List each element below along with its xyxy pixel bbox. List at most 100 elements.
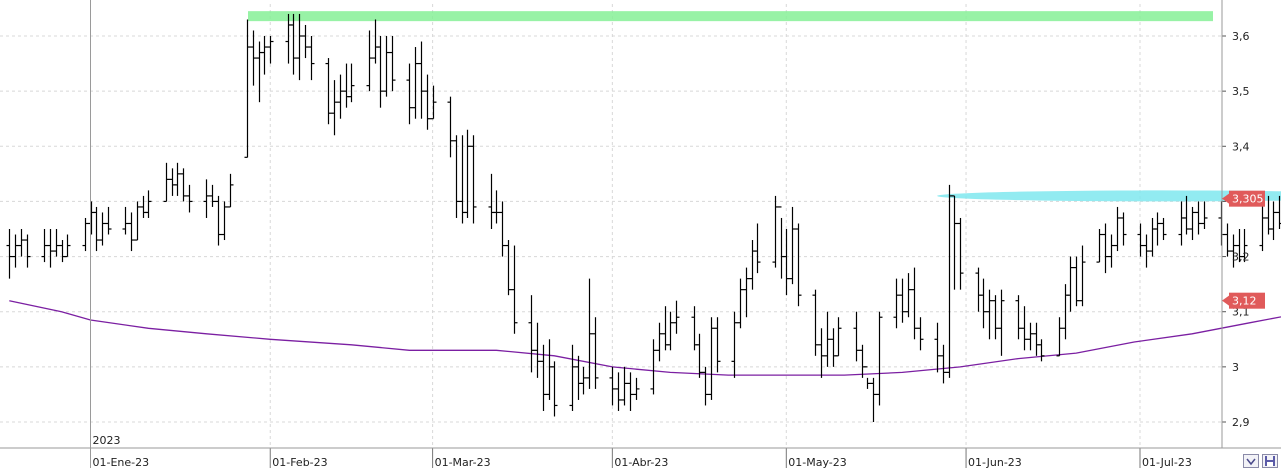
ohlc-bar xyxy=(818,328,825,378)
x-tick-label: 01-Jun-23 xyxy=(968,456,1022,469)
ohlc-bar xyxy=(951,195,958,290)
ohlc-bar xyxy=(343,63,350,108)
ohlc-bar xyxy=(778,206,785,279)
price-badge: 3,12 xyxy=(1222,292,1265,309)
ohlc-bar xyxy=(1056,317,1063,357)
ohlc-bar xyxy=(64,234,71,258)
price-badge-pointer xyxy=(1222,193,1229,204)
ohlc-bar xyxy=(41,229,48,263)
ohlc-bar xyxy=(835,317,842,357)
ohlc-bar xyxy=(1143,234,1150,268)
price-badge-bg xyxy=(1229,292,1265,309)
ohlc-bar xyxy=(824,311,831,367)
ohlc-bar xyxy=(250,30,257,86)
ohlc-bar xyxy=(128,212,135,252)
ohlc-bar xyxy=(1230,234,1237,268)
ohlc-bar xyxy=(99,212,106,246)
ohlc-bar xyxy=(1079,245,1086,307)
ohlc-bar xyxy=(412,47,419,119)
ohlc-bar xyxy=(980,278,987,329)
resistance-zone xyxy=(248,11,1213,22)
ohlc-bar xyxy=(795,223,802,307)
ohlc-bar xyxy=(12,234,19,268)
ohlc-bar xyxy=(569,344,576,411)
y-tick-label: 3 xyxy=(1232,361,1239,374)
ohlc-bar xyxy=(1120,212,1127,246)
ohlc-bar xyxy=(1149,217,1156,257)
ohlc-bar xyxy=(389,36,396,92)
price-badges: 3,305 3,12 xyxy=(1222,190,1265,309)
ohlc-bar xyxy=(1108,234,1115,268)
ohlc-bar xyxy=(783,229,790,296)
y-tick-label: 3,4 xyxy=(1232,140,1250,153)
ohlc-bar xyxy=(1270,201,1277,241)
ohlc-bar xyxy=(82,217,89,252)
ohlc-bar xyxy=(893,278,900,329)
ohlc-bar xyxy=(406,63,413,125)
y-tick-label: 2,9 xyxy=(1232,416,1250,429)
ohlc-bar xyxy=(551,361,558,417)
ohlc-bar xyxy=(6,229,13,279)
ohlc-bar xyxy=(812,289,819,356)
y-tick-label: 3,2 xyxy=(1232,251,1250,264)
ohlc-bar xyxy=(221,201,228,241)
ohlc-bar xyxy=(331,80,338,136)
x-tick-label: 01-May-23 xyxy=(788,456,846,469)
ohlc-bar xyxy=(772,195,779,268)
collapse-icon[interactable] xyxy=(1243,454,1259,468)
ohlc-bar xyxy=(493,190,500,224)
ohlc-bar xyxy=(946,184,953,378)
ohlc-bar xyxy=(383,36,390,97)
ohlc-bar xyxy=(986,289,993,340)
ohlc-bar xyxy=(256,41,263,103)
ohlc-bar xyxy=(876,311,883,406)
ohlc-bar xyxy=(737,278,744,329)
ohlc-bar xyxy=(830,328,837,367)
ohlc-bar xyxy=(134,201,141,241)
ohlc-bar xyxy=(53,229,60,257)
ohlc-bar xyxy=(59,240,66,263)
ohlc-bar xyxy=(1154,212,1161,246)
ohlc-bar xyxy=(93,206,100,252)
ohlc-bar xyxy=(1073,256,1080,307)
ohlc-bar xyxy=(696,333,703,378)
ohlc-bar xyxy=(337,74,344,119)
price-bars xyxy=(6,13,1281,422)
ohlc-bar xyxy=(169,168,176,196)
ohlc-bar xyxy=(267,36,274,64)
ohlc-bar xyxy=(934,322,941,373)
y-tick-label: 3,5 xyxy=(1232,85,1250,98)
x-tick-label: 01-Mar-23 xyxy=(435,456,491,469)
x-tick-label: 01-Feb-23 xyxy=(272,456,327,469)
year-label: 2023 xyxy=(93,434,121,447)
ohlc-bar xyxy=(743,267,750,318)
ohlc-bar xyxy=(145,190,152,218)
ohlc-bar xyxy=(348,63,355,103)
price-badge-text: 3,12 xyxy=(1232,295,1257,308)
ohlc-bar xyxy=(285,13,292,64)
ohlc-bar xyxy=(459,135,466,224)
grid-lines xyxy=(0,4,1222,448)
ohlc-bar xyxy=(464,129,471,218)
ohlc-bar xyxy=(1241,229,1248,263)
resistance-zone xyxy=(937,190,1281,202)
save-icon[interactable] xyxy=(1262,454,1278,468)
ohlc-bar xyxy=(575,355,582,400)
ohlc-bar xyxy=(580,366,587,395)
ohlc-bar xyxy=(691,306,698,351)
ohlc-bar xyxy=(1015,295,1022,340)
ohlc-bar xyxy=(470,135,477,224)
ohlc-bar xyxy=(534,322,541,378)
ohlc-bar xyxy=(1195,201,1202,235)
ohlc-bar xyxy=(992,295,999,340)
ohlc-bar xyxy=(1160,217,1167,241)
ohlc-bar xyxy=(511,245,518,334)
ohlc-bar xyxy=(296,13,303,81)
ohlc-bar xyxy=(1259,201,1266,252)
ohlc-bar xyxy=(650,339,657,395)
ohlc-bar xyxy=(105,206,112,235)
ohlc-bar xyxy=(453,135,460,218)
ohlc-bar xyxy=(1038,339,1045,362)
ohlc-bar xyxy=(366,30,373,92)
